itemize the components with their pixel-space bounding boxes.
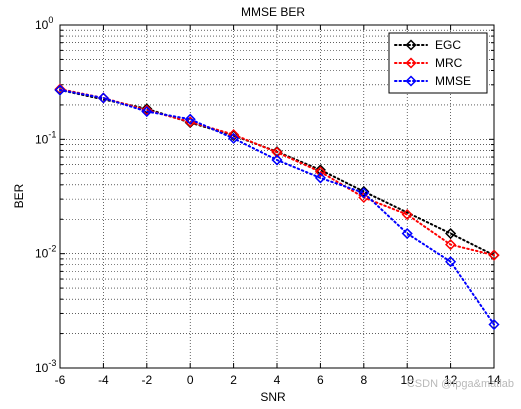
x-tick-label: 8 (360, 373, 367, 387)
x-tick-label: 2 (230, 373, 237, 387)
data-point (445, 227, 457, 240)
data-point (445, 256, 457, 268)
data-point (271, 146, 283, 158)
x-tick-label: -6 (55, 373, 66, 387)
legend-item-mrc: MRC (394, 56, 463, 70)
series-mmse (54, 84, 500, 331)
x-tick-label: 6 (317, 373, 324, 387)
data-point (184, 113, 196, 125)
data-point (141, 104, 153, 116)
x-tick-label: 14 (487, 373, 501, 387)
data-point (97, 92, 109, 104)
series-line (59, 88, 495, 257)
data-point (488, 249, 500, 261)
data-point (401, 227, 413, 240)
data-point (358, 185, 370, 198)
data-point (314, 172, 326, 184)
y-axis-label: BER (12, 183, 26, 208)
x-axis-label: SNR (260, 390, 286, 404)
x-tick-label: 12 (444, 373, 458, 387)
data-point (445, 239, 457, 251)
data-point (271, 154, 283, 166)
legend-marker (405, 75, 417, 87)
data-point (141, 105, 153, 118)
legend-marker (405, 39, 417, 51)
legend-item-egc: EGC (394, 38, 461, 52)
series-layer (54, 83, 500, 331)
data-point (228, 132, 240, 144)
legend-label: MMSE (435, 74, 471, 88)
data-point (314, 166, 326, 178)
data-point (54, 84, 66, 96)
series-line (59, 89, 495, 326)
legend-item-mmse: MMSE (394, 74, 471, 88)
x-tick-label: 0 (187, 373, 194, 387)
legend: EGC MRC MMSE (388, 32, 488, 94)
legend-label: EGC (435, 38, 461, 52)
x-tick-label: -4 (98, 373, 109, 387)
x-tick-label: 10 (401, 373, 415, 387)
chart-title: MMSE BER (241, 5, 305, 19)
data-point (488, 318, 500, 331)
data-point (358, 187, 370, 199)
legend-label: MRC (435, 56, 463, 70)
data-point (401, 208, 413, 221)
data-point (358, 191, 370, 204)
x-tick-label: 4 (274, 373, 281, 387)
x-tick-label: -2 (141, 373, 152, 387)
data-point (141, 103, 153, 115)
watermark-text: CSDN @fpga&matlab (407, 378, 514, 390)
legend-marker (405, 57, 417, 69)
